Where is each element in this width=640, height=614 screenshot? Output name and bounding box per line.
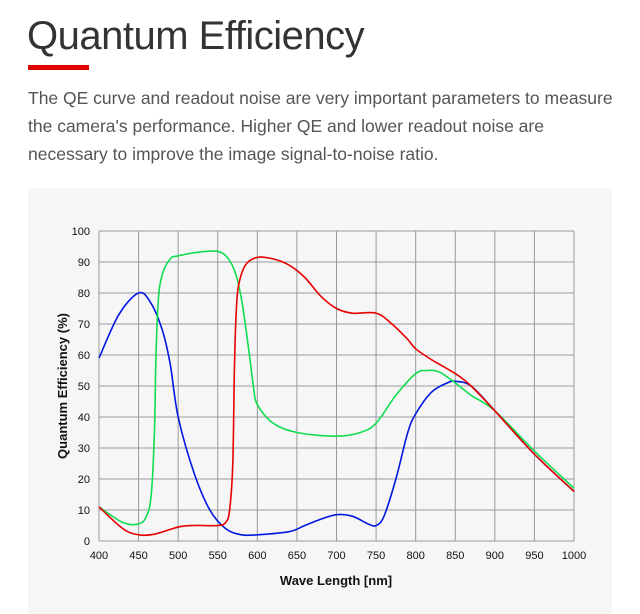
x-tick-label: 550 (209, 550, 227, 562)
y-tick-label: 100 (72, 226, 90, 238)
x-tick-label: 1000 (562, 550, 586, 562)
x-axis-label: Wave Length [nm] (280, 573, 392, 588)
series-green-line (98, 250, 575, 526)
y-tick-label: 60 (78, 350, 90, 362)
y-tick-label: 30 (78, 443, 90, 455)
x-tick-label: 750 (367, 550, 385, 562)
title-underline (28, 65, 89, 70)
description: The QE curve and readout noise are very … (28, 88, 613, 164)
y-tick-label: 0 (84, 536, 90, 548)
x-tick-label: 950 (525, 550, 543, 562)
y-tick-label: 70 (78, 319, 90, 331)
x-tick-label: 850 (446, 550, 464, 562)
x-tick-label: 450 (129, 550, 147, 562)
page-title: Quantum Efficiency (27, 14, 365, 58)
chart-card (28, 188, 612, 614)
y-axis-label: Quantum Efficiency (%) (55, 313, 70, 459)
x-tick-label: 900 (486, 550, 504, 562)
y-tick-label: 80 (78, 288, 90, 300)
x-tick-label: 700 (327, 550, 345, 562)
x-tick-label: 400 (90, 550, 108, 562)
series-blue-line (98, 291, 575, 537)
y-tick-label: 40 (78, 412, 90, 424)
x-tick-label: 650 (288, 550, 306, 562)
y-tick-label: 20 (78, 474, 90, 486)
x-tick-label: 800 (406, 550, 424, 562)
y-tick-label: 90 (78, 257, 90, 269)
x-tick-label: 500 (169, 550, 187, 562)
series-red-line (98, 256, 575, 537)
x-tick-label: 600 (248, 550, 266, 562)
y-tick-label: 50 (78, 381, 90, 393)
y-tick-label: 10 (78, 505, 90, 517)
